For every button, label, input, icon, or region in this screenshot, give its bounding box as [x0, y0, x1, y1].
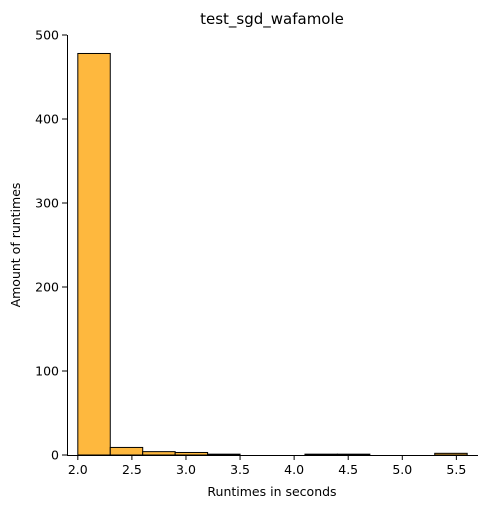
histogram-bar — [77, 52, 111, 456]
histogram-bar — [207, 453, 241, 456]
x-tick-label: 5.0 — [392, 462, 412, 477]
histogram-bar — [109, 446, 144, 456]
y-ticks-group: 0 100 200 300 400 500 — [35, 28, 67, 463]
x-tick-label: 3.0 — [176, 462, 196, 477]
x-tick-label: 2.0 — [68, 462, 88, 477]
y-tick-label: 100 — [35, 364, 59, 379]
bars-group — [77, 52, 468, 456]
y-tick-label: 300 — [35, 196, 59, 211]
x-tick-label: 3.5 — [230, 462, 250, 477]
y-tick-label: 0 — [51, 448, 59, 463]
histogram-bar — [304, 453, 338, 456]
y-axis-label: Amount of runtimes — [8, 183, 23, 308]
x-ticks-group: 2.0 2.5 3.0 3.5 4.0 4.5 5.0 5.5 — [68, 455, 466, 477]
histogram-bar — [336, 453, 371, 456]
x-tick-label: 4.5 — [338, 462, 358, 477]
x-tick-label: 2.5 — [122, 462, 142, 477]
x-tick-label: 5.5 — [446, 462, 466, 477]
x-axis-label: Runtimes in seconds — [207, 484, 336, 499]
histogram-bar — [174, 451, 209, 456]
histogram-bar — [142, 451, 176, 456]
x-tick-label: 4.0 — [284, 462, 304, 477]
y-tick-label: 200 — [35, 280, 59, 295]
y-tick-label: 500 — [35, 28, 59, 43]
histogram-bar — [434, 452, 468, 456]
chart-title: test_sgd_wafamole — [200, 10, 344, 29]
y-tick-label: 400 — [35, 112, 59, 127]
